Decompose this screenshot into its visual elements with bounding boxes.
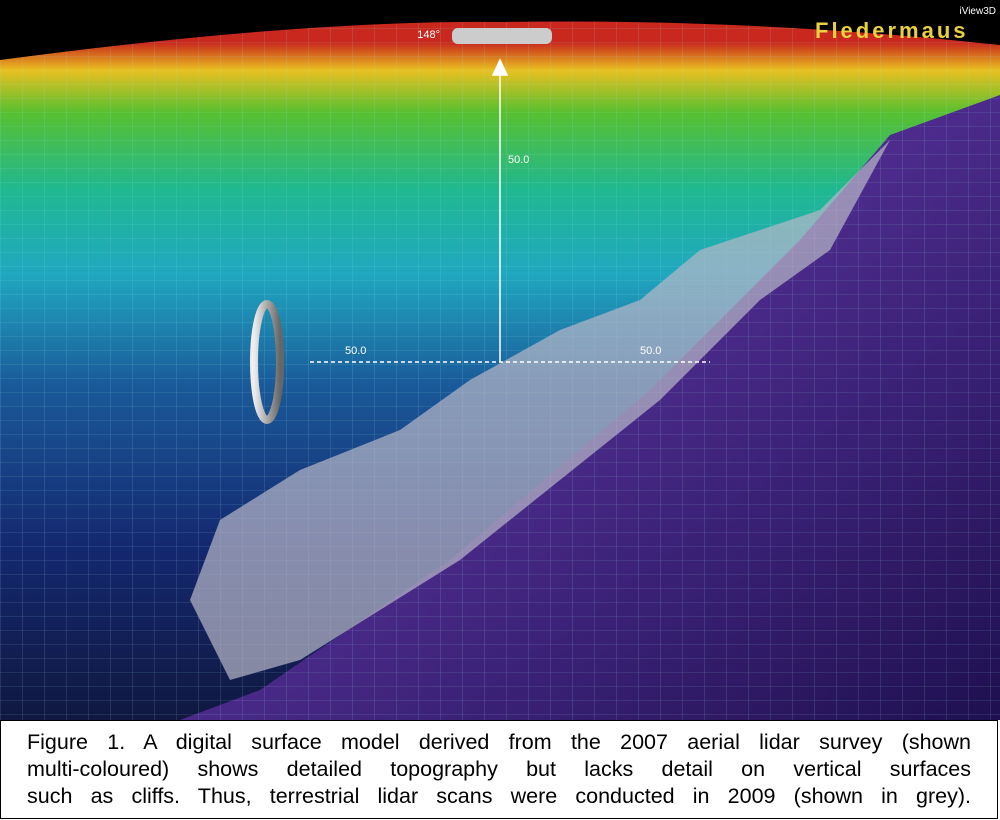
axis-label: 50.0	[640, 345, 661, 357]
caption-line: multi-coloured) shows detailed topograph…	[27, 757, 971, 781]
lidar-view: 148° 50.0 50.0 50.0 Fledermaus iView3D	[0, 0, 1000, 720]
logo: Fledermaus	[815, 18, 969, 43]
axis-arrow	[491, 58, 509, 76]
axis-label: 50.0	[345, 345, 366, 357]
compass	[452, 28, 552, 44]
caption: Figure 1. A digital surface model derive…	[0, 720, 998, 819]
caption-line: Figure 1. A digital surface model derive…	[27, 730, 971, 754]
heading: 148°	[417, 29, 440, 41]
view-ring	[250, 300, 284, 424]
axis-label: 50.0	[508, 154, 529, 166]
axes	[310, 58, 710, 363]
product: iView3D	[960, 6, 997, 17]
caption-line: such as cliffs. Thus, terrestrial lidar …	[27, 784, 971, 808]
terrestrial-scan	[190, 140, 890, 680]
